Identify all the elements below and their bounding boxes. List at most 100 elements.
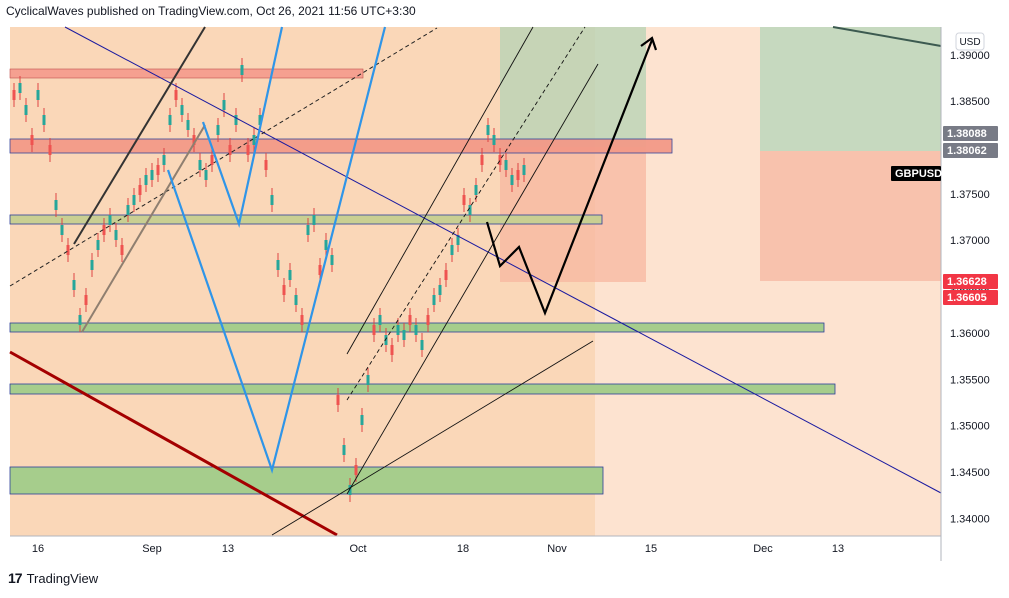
position-target-zone-2 [760,27,941,151]
y-tick-label: 1.37000 [950,235,990,247]
candle-body [336,395,340,405]
price-tag-text: 1.36605 [947,292,987,304]
candle-body [198,160,202,170]
candle-body [510,175,514,185]
price-tag-bg [943,126,998,141]
x-tick-label: Dec [753,543,773,555]
candle-body [96,240,100,250]
candle-body [492,135,496,145]
blue-wave-2 [166,26,387,474]
candle-body [18,83,22,93]
x-tick-label: 15 [645,543,657,555]
candle-body [168,115,172,125]
candle-body [264,160,268,170]
candle-body [174,90,178,100]
footer: 17 TradingView [8,570,98,586]
candle-body [498,155,502,165]
projection-arrowhead [640,36,658,51]
candle-body [138,185,142,195]
candle-body [450,245,454,255]
candle-body [444,270,448,280]
candle-body [252,135,256,145]
candle-body [78,315,82,325]
red-trendline [9,350,338,537]
candle-body [108,215,112,225]
price-tag-bg [943,143,998,158]
candles [12,58,526,502]
x-tick-label: 16 [32,543,44,555]
candle-body [210,155,214,165]
candle-body [276,260,280,270]
candle-body [306,225,310,235]
x-tick-label: Sep [142,543,162,555]
candle-body [126,205,130,215]
candle-body [414,325,418,335]
candle-body [408,315,412,325]
candle-body [84,295,88,305]
channel-lower [346,63,599,495]
position-target-zone [500,27,646,147]
candle-body [354,465,358,475]
price-tag-text: GBPUSD [895,168,942,180]
candle-body [120,245,124,255]
candle-body [288,270,292,280]
candle-body [420,340,424,350]
y-tick-label: 1.38500 [950,96,990,108]
candle-body [150,170,154,180]
price-tag-bg [943,274,998,289]
candle-body [30,135,34,145]
blue-wave [201,26,284,229]
candle-body [162,155,166,165]
y-tick-label: 1.37500 [950,189,990,201]
candle-body [246,145,250,155]
y-tick-label: 1.35500 [950,374,990,386]
candle-body [216,125,220,135]
candle-body [132,195,136,205]
candle-body [180,105,184,115]
candle-body [324,240,328,250]
range-shade [10,27,595,536]
candle-body [372,325,376,335]
candle-body [360,415,364,425]
candle-body [468,205,472,215]
candle-body [54,200,58,210]
x-tick-label: 13 [832,543,844,555]
position-risk-zone [500,147,646,282]
candle-body [486,125,490,135]
y-tick-label: 1.34000 [950,513,990,525]
long-trendline [64,26,942,494]
y-tick-label: 1.36000 [950,328,990,340]
candle-body [384,335,388,345]
projection-wave [485,39,654,317]
early-channel-upper [73,26,206,245]
channel-base [271,340,594,536]
publish-header: CyclicalWaves published on TradingView.c… [6,4,416,18]
candle-body [426,315,430,325]
candle-body [12,90,16,100]
price-tag-text: 1.38062 [947,145,987,157]
candle-body [36,90,40,100]
currency-box[interactable] [955,32,985,51]
candle-body [72,280,76,290]
candle-body [522,165,526,175]
channel-mid [346,26,586,401]
candle-body [480,155,484,165]
candle-body [204,170,208,180]
resistance-zone-top [9,68,364,79]
early-channel-lower [81,124,206,333]
price-tag-bg [943,290,998,305]
time-axis[interactable]: 16 Sep 13 Oct 18 Nov 15 Dec 13 [32,543,844,555]
price-tag-text: 1.38088 [947,128,987,140]
candle-body [294,295,298,305]
projection-top-line [832,26,942,47]
brand-name: TradingView [26,570,99,586]
price-tag-bg [891,166,941,181]
candle-body [48,145,52,155]
candle-body [282,285,286,295]
resistance-zone-main [9,138,673,154]
candle-body [228,145,232,155]
candle-body [462,195,466,205]
channel-upper [346,26,534,355]
y-tick-label: 1.39000 [950,50,990,62]
